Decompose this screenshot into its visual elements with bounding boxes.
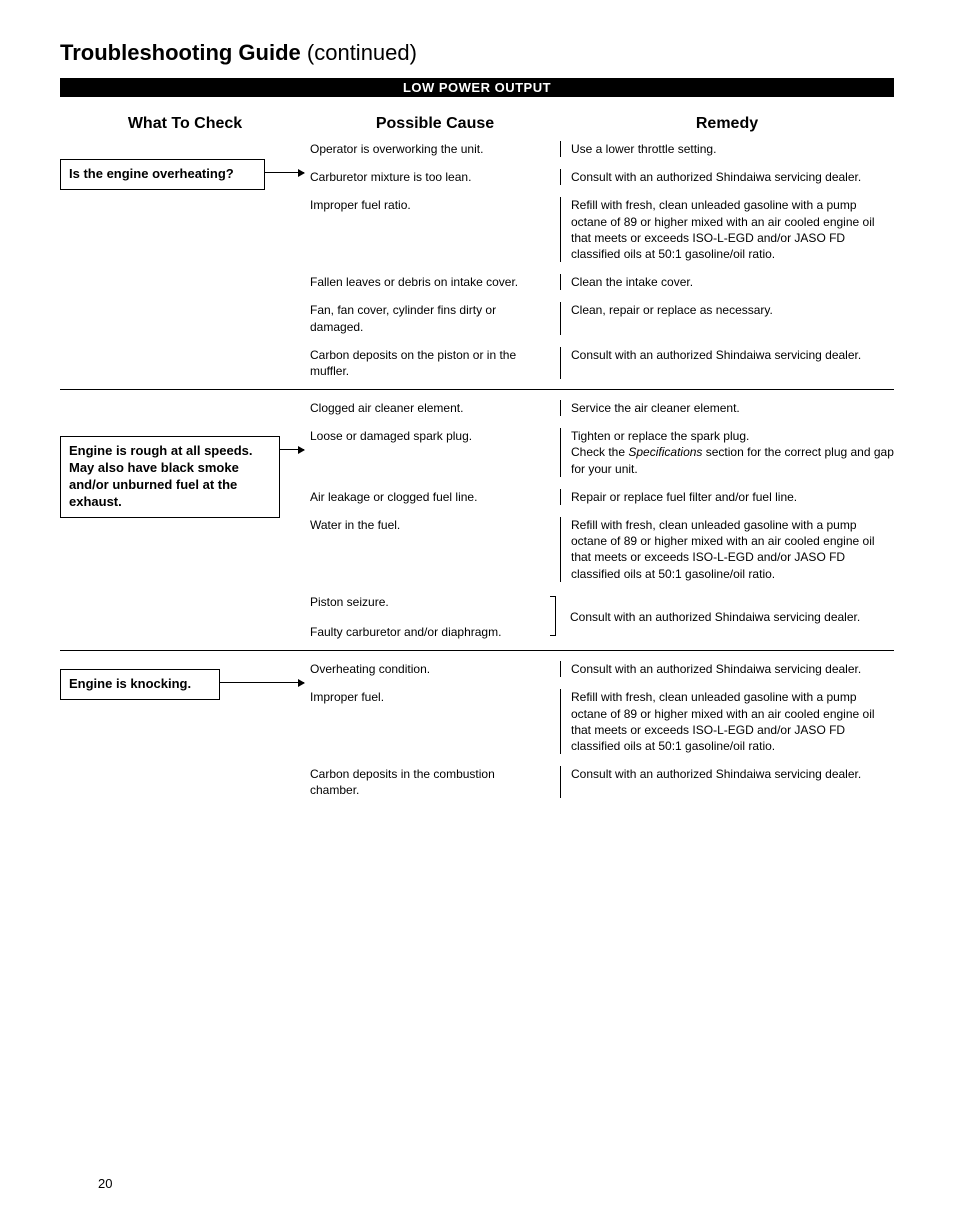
remedy-cell: Service the air cleaner element. — [560, 400, 894, 416]
remedy-cell: Refill with fresh, clean unleaded gasoli… — [560, 517, 894, 582]
cause-cell: Operator is overworking the unit. — [310, 141, 560, 157]
cause-cell: Fan, fan cover, cylinder fins dirty or d… — [310, 302, 560, 334]
remedy-cell: Tighten or replace the spark plug.Check … — [560, 428, 894, 477]
table-row: Improper fuel ratio.Refill with fresh, c… — [310, 197, 894, 262]
cause-cell: Piston seizure.Faulty carburetor and/or … — [310, 594, 560, 640]
check-box: Engine is knocking. — [60, 669, 220, 700]
bracket-icon — [550, 596, 556, 636]
remedy-cell: Consult with an authorized Shindaiwa ser… — [560, 594, 894, 640]
table-row: Overheating condition.Consult with an au… — [310, 661, 894, 677]
arrow-icon — [265, 172, 304, 173]
remedy-cell: Use a lower throttle setting. — [560, 141, 894, 157]
cause-cell: Overheating condition. — [310, 661, 560, 677]
cause-cell: Carbon deposits on the piston or in the … — [310, 347, 560, 379]
remedy-cell: Repair or replace fuel filter and/or fue… — [560, 489, 894, 505]
table-row: Clogged air cleaner element.Service the … — [310, 400, 894, 416]
table-row: Water in the fuel.Refill with fresh, cle… — [310, 517, 894, 582]
troubleshoot-group: Engine is knocking. Overheating condition… — [60, 661, 894, 808]
cause-cell: Improper fuel. — [310, 689, 560, 754]
troubleshoot-group: Engine is rough at all speeds. May also … — [60, 400, 894, 651]
title-continued: (continued) — [307, 40, 417, 65]
header-remedy: Remedy — [560, 115, 894, 133]
table-row: Carbon deposits on the piston or in the … — [310, 347, 894, 379]
cause-cell: Clogged air cleaner element. — [310, 400, 560, 416]
table-row: Carburetor mixture is too lean.Consult w… — [310, 169, 894, 185]
remedy-cell: Clean the intake cover. — [560, 274, 894, 290]
arrow-icon — [280, 449, 304, 450]
rows-wrap: Operator is overworking the unit.Use a l… — [310, 141, 894, 383]
check-column: Engine is knocking. — [60, 661, 310, 802]
table-row: Operator is overworking the unit.Use a l… — [310, 141, 894, 157]
cause-cell: Loose or damaged spark plug. — [310, 428, 560, 477]
column-headers: What To Check Possible Cause Remedy — [60, 115, 894, 133]
cause-cell: Improper fuel ratio. — [310, 197, 560, 262]
check-box: Is the engine overheating? — [60, 159, 265, 190]
header-cause: Possible Cause — [310, 115, 560, 133]
header-check: What To Check — [60, 115, 310, 133]
page-title: Troubleshooting Guide (continued) — [60, 40, 894, 66]
table-row: Air leakage or clogged fuel line.Repair … — [310, 489, 894, 505]
check-column: Is the engine overheating? — [60, 141, 310, 383]
table-row: Carbon deposits in the combustion chambe… — [310, 766, 894, 798]
remedy-cell: Consult with an authorized Shindaiwa ser… — [560, 347, 894, 379]
cause-cell: Fallen leaves or debris on intake cover. — [310, 274, 560, 290]
cause-cell: Water in the fuel. — [310, 517, 560, 582]
remedy-cell: Refill with fresh, clean unleaded gasoli… — [560, 197, 894, 262]
rows-wrap: Overheating condition.Consult with an au… — [310, 661, 894, 802]
table-row: Loose or damaged spark plug.Tighten or r… — [310, 428, 894, 477]
table-row: Piston seizure.Faulty carburetor and/or … — [310, 594, 894, 640]
remedy-cell: Clean, repair or replace as necessary. — [560, 302, 894, 334]
rows-wrap: Clogged air cleaner element.Service the … — [310, 400, 894, 644]
table-row: Improper fuel.Refill with fresh, clean u… — [310, 689, 894, 754]
page-number: 20 — [98, 1176, 112, 1191]
table-row: Fan, fan cover, cylinder fins dirty or d… — [310, 302, 894, 334]
check-column: Engine is rough at all speeds. May also … — [60, 400, 310, 644]
cause-cell: Carbon deposits in the combustion chambe… — [310, 766, 560, 798]
cause-cell: Air leakage or clogged fuel line. — [310, 489, 560, 505]
troubleshoot-group: Is the engine overheating? Operator is ov… — [60, 141, 894, 390]
table-row: Fallen leaves or debris on intake cover.… — [310, 274, 894, 290]
remedy-cell: Consult with an authorized Shindaiwa ser… — [560, 766, 894, 798]
arrow-icon — [220, 682, 304, 683]
section-header: LOW POWER OUTPUT — [60, 78, 894, 97]
remedy-cell: Consult with an authorized Shindaiwa ser… — [560, 169, 894, 185]
cause-cell: Carburetor mixture is too lean. — [310, 169, 560, 185]
title-bold: Troubleshooting Guide — [60, 40, 301, 65]
remedy-cell: Consult with an authorized Shindaiwa ser… — [560, 661, 894, 677]
remedy-cell: Refill with fresh, clean unleaded gasoli… — [560, 689, 894, 754]
check-box: Engine is rough at all speeds. May also … — [60, 436, 280, 518]
